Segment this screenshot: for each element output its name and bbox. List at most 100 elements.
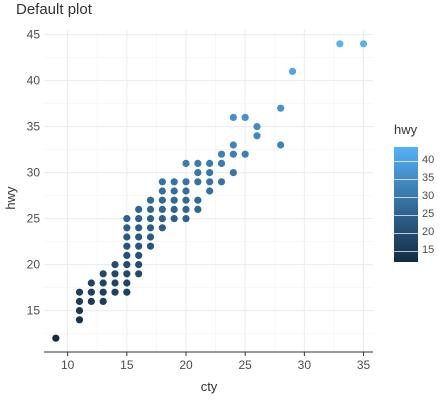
data-point [111, 270, 119, 278]
data-point [123, 215, 131, 223]
legend-tick [394, 179, 418, 181]
x-tick-label: 25 [239, 358, 253, 372]
y-tick-label: 35 [27, 120, 41, 134]
data-point [241, 150, 249, 158]
data-point [206, 159, 214, 167]
y-axis-label: hwy [3, 186, 18, 210]
data-point [123, 224, 131, 232]
y-tick-label: 45 [27, 28, 41, 42]
data-point [170, 196, 178, 204]
data-point [206, 169, 214, 177]
y-tick-label: 15 [27, 304, 41, 318]
legend-label: 15 [422, 244, 435, 257]
data-point [123, 288, 131, 296]
data-point [288, 67, 297, 75]
data-point [158, 224, 166, 232]
x-axis-label: cty [201, 379, 218, 394]
data-point [194, 178, 202, 186]
legend-title: hwy [394, 122, 418, 137]
data-point [229, 113, 237, 121]
data-point [158, 215, 166, 223]
data-point [111, 261, 119, 269]
y-tick-label: 25 [27, 212, 41, 226]
legend-tick [394, 251, 418, 253]
data-point [253, 123, 261, 131]
data-point [253, 132, 261, 140]
chart-title: Default plot [16, 1, 92, 18]
data-point [111, 288, 119, 296]
legend-label: 30 [422, 190, 435, 203]
data-point [217, 178, 226, 186]
data-point [194, 205, 202, 213]
x-tick-label: 30 [298, 358, 312, 372]
data-point [170, 187, 178, 195]
legend-label: 40 [422, 154, 435, 167]
legend-colorbar [394, 147, 418, 262]
data-point [194, 169, 202, 177]
data-point [359, 40, 368, 48]
legend-tick [394, 233, 418, 235]
data-point [87, 288, 95, 296]
data-point [75, 288, 84, 296]
data-point [206, 178, 214, 186]
data-point [123, 279, 131, 287]
legend-tick [394, 161, 418, 163]
data-points [52, 40, 368, 342]
y-tick-label: 40 [27, 74, 41, 88]
x-tick-label: 15 [120, 358, 134, 372]
y-tick-label: 20 [27, 258, 41, 272]
data-point [135, 215, 143, 223]
data-point [146, 205, 155, 213]
data-point [99, 270, 107, 278]
data-point [336, 40, 344, 48]
data-point [99, 288, 107, 296]
data-point [99, 297, 107, 305]
data-point [229, 141, 237, 149]
data-point [146, 215, 155, 223]
data-point [170, 178, 178, 186]
data-point [87, 279, 95, 287]
data-point [182, 196, 190, 204]
data-point [229, 169, 237, 177]
data-point [135, 261, 143, 269]
x-tick-label: 10 [61, 358, 75, 372]
y-tick-label: 30 [27, 166, 41, 180]
data-point [206, 187, 214, 195]
data-point [158, 205, 166, 213]
data-point [158, 196, 166, 204]
data-point [146, 242, 155, 250]
data-point [241, 113, 249, 121]
legend-tick [394, 197, 418, 199]
data-point [123, 261, 131, 269]
data-point [229, 150, 237, 158]
data-point [52, 334, 60, 342]
data-point [99, 279, 107, 287]
data-point [75, 316, 84, 324]
data-point [194, 196, 202, 204]
data-point [135, 270, 143, 278]
data-point [146, 224, 155, 232]
data-point [182, 215, 190, 223]
data-point [146, 196, 155, 204]
data-point [158, 178, 166, 186]
data-point [146, 233, 155, 241]
data-point [182, 205, 190, 213]
data-point [182, 159, 190, 167]
data-point [135, 251, 143, 259]
data-point [182, 187, 190, 195]
data-point [182, 178, 190, 186]
data-point [277, 104, 285, 112]
data-point [111, 279, 119, 287]
data-point [123, 251, 131, 259]
legend-label: 35 [422, 172, 435, 185]
x-tick-label: 35 [357, 358, 371, 372]
data-point [123, 242, 131, 250]
data-point [123, 270, 131, 278]
data-point [135, 242, 143, 250]
x-tick-label: 20 [179, 358, 193, 372]
data-point [75, 297, 84, 305]
grid-lines [44, 30, 373, 352]
data-point [135, 205, 143, 213]
data-point [194, 159, 202, 167]
